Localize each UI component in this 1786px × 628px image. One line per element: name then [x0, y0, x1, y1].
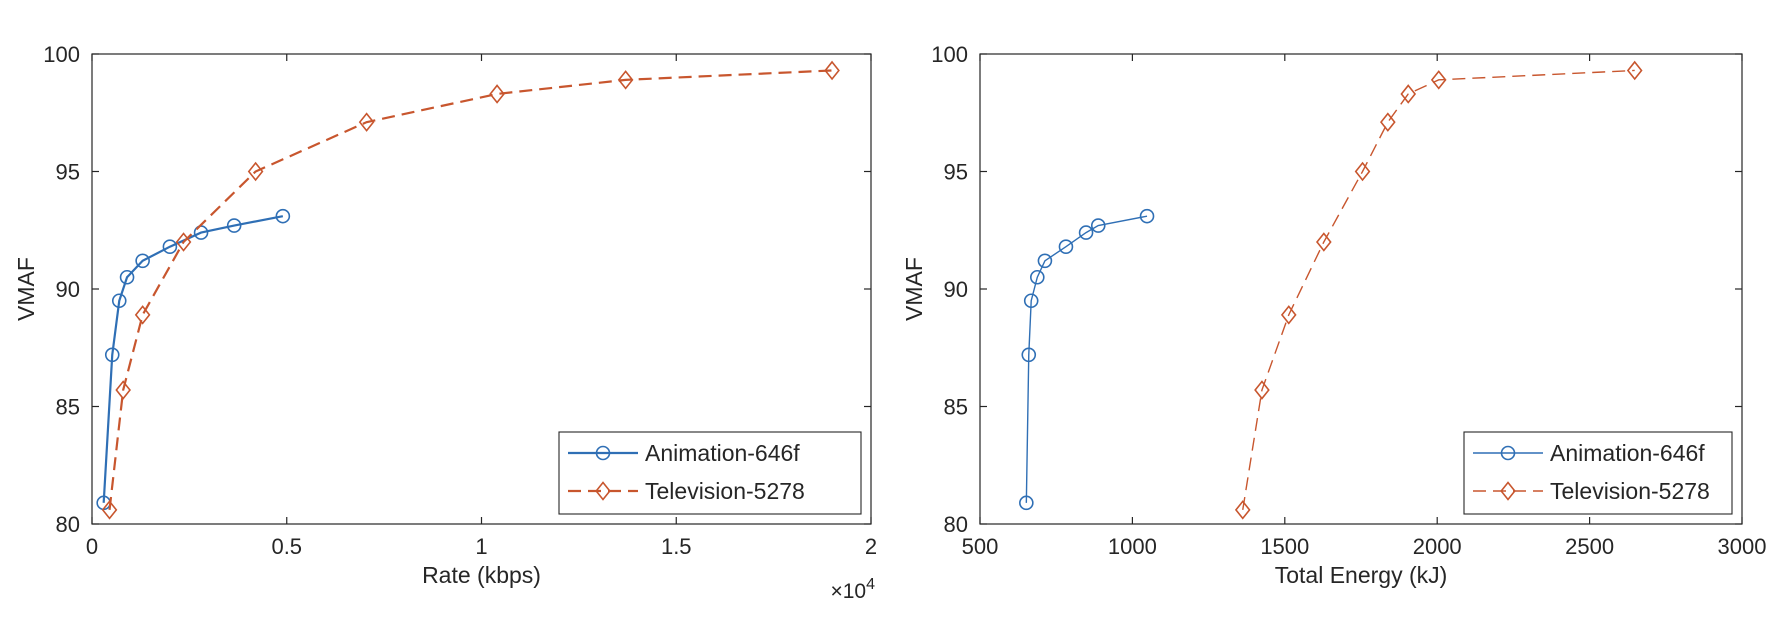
data-point-television-5278 — [1354, 161, 1371, 182]
legend-label: Television-5278 — [645, 478, 805, 504]
data-point-animation-646f — [1037, 253, 1053, 269]
data-point-television-5278 — [1234, 500, 1251, 520]
legend: Animation-646f Television-5278 — [558, 431, 862, 515]
data-point-animation-646f — [162, 239, 178, 254]
x-tick-label: 500 — [962, 534, 999, 559]
series-line-animation-646f — [1025, 215, 1148, 503]
x-tick-label: 3000 — [1718, 534, 1767, 559]
legend-label: Animation-646f — [1550, 440, 1705, 466]
data-point-animation-646f — [275, 208, 291, 224]
data-point-animation-646f — [1019, 495, 1034, 511]
data-point-television-5278 — [101, 500, 118, 520]
x-tick-label: 2 — [865, 534, 877, 559]
data-point-animation-646f — [1058, 239, 1074, 254]
x-tick-label: 1.5 — [661, 534, 692, 559]
data-point-animation-646f — [226, 218, 242, 233]
data-point-television-5278 — [134, 305, 151, 325]
data-point-television-5278 — [1430, 70, 1447, 90]
y-tick-label: 80 — [56, 512, 80, 537]
chart-1: 0 0.5 1 1.5 2 80 85 90 95 100 Rate (kbps) VMAF ×104 A… — [13, 42, 877, 603]
data-point-animation-646f — [104, 347, 120, 363]
x-tick-label: 1 — [475, 534, 487, 559]
y-axis-title: VMAF — [13, 257, 39, 321]
y-tick-label: 95 — [56, 160, 80, 185]
x-axis-title: Total Energy (kJ) — [1275, 562, 1448, 588]
x-axis-multiplier-base: ×10 — [830, 580, 866, 603]
data-point-television-5278 — [489, 84, 505, 104]
data-point-television-5278 — [1379, 112, 1396, 132]
x-axis-multiplier: ×104 — [830, 576, 875, 603]
x-tick-label: 1000 — [1108, 534, 1157, 559]
x-tick-label: 0 — [86, 534, 98, 559]
y-tick-label: 85 — [56, 395, 80, 420]
data-point-animation-646f — [135, 253, 150, 269]
y-tick-label: 80 — [944, 512, 968, 537]
data-point-television-5278 — [247, 161, 264, 182]
legend-marker-animation-646f — [1500, 445, 1516, 461]
x-tick-label: 0.5 — [271, 534, 302, 559]
legend-marker-television-5278 — [595, 481, 611, 501]
y-tick-label: 100 — [931, 42, 968, 67]
data-point-animation-646f — [119, 269, 135, 285]
data-point-television-5278 — [824, 60, 840, 81]
data-point-television-5278 — [115, 380, 131, 400]
y-tick-label: 90 — [944, 277, 968, 302]
y-tick-label: 100 — [43, 42, 80, 67]
x-axis-multiplier-exponent: 4 — [866, 576, 875, 593]
data-point-television-5278 — [1626, 60, 1643, 81]
x-tick-label: 2000 — [1413, 534, 1462, 559]
data-point-television-5278 — [1400, 84, 1417, 104]
y-tick-label: 90 — [56, 277, 80, 302]
data-point-animation-646f — [1030, 269, 1045, 285]
x-axis-title: Rate (kbps) — [422, 562, 541, 588]
data-point-television-5278 — [617, 70, 634, 90]
data-point-television-5278 — [1315, 232, 1332, 252]
legend-label: Animation-646f — [645, 440, 800, 466]
legend-box — [1463, 431, 1733, 515]
legend-label: Television-5278 — [1550, 478, 1710, 504]
x-tick-label: 2500 — [1565, 534, 1614, 559]
data-point-television-5278 — [358, 112, 375, 132]
data-point-animation-646f — [1090, 218, 1106, 233]
series-line-television-5278 — [108, 69, 833, 511]
y-axis-title: VMAF — [901, 257, 927, 321]
data-point-television-5278 — [1280, 305, 1297, 325]
chart-2: 500 1000 1500 2000 2500 3000 80 85 90 95 100 Total … — [901, 42, 1766, 588]
legend-box — [558, 431, 862, 515]
series-line-animation-646f — [102, 215, 284, 503]
series-line-television-5278 — [1242, 69, 1635, 511]
legend-marker-animation-646f — [595, 445, 611, 461]
data-point-animation-646f — [111, 293, 127, 309]
data-point-television-5278 — [175, 232, 192, 252]
data-point-animation-646f — [1023, 293, 1039, 309]
y-tick-label: 85 — [944, 395, 968, 420]
data-point-animation-646f — [1139, 208, 1155, 224]
legend: Animation-646f Television-5278 — [1463, 431, 1733, 515]
data-point-television-5278 — [1254, 380, 1270, 400]
data-point-animation-646f — [1078, 225, 1094, 240]
legend-marker-television-5278 — [1500, 481, 1516, 501]
data-point-animation-646f — [1021, 347, 1037, 363]
y-tick-label: 95 — [944, 160, 968, 185]
x-tick-label: 1500 — [1260, 534, 1309, 559]
